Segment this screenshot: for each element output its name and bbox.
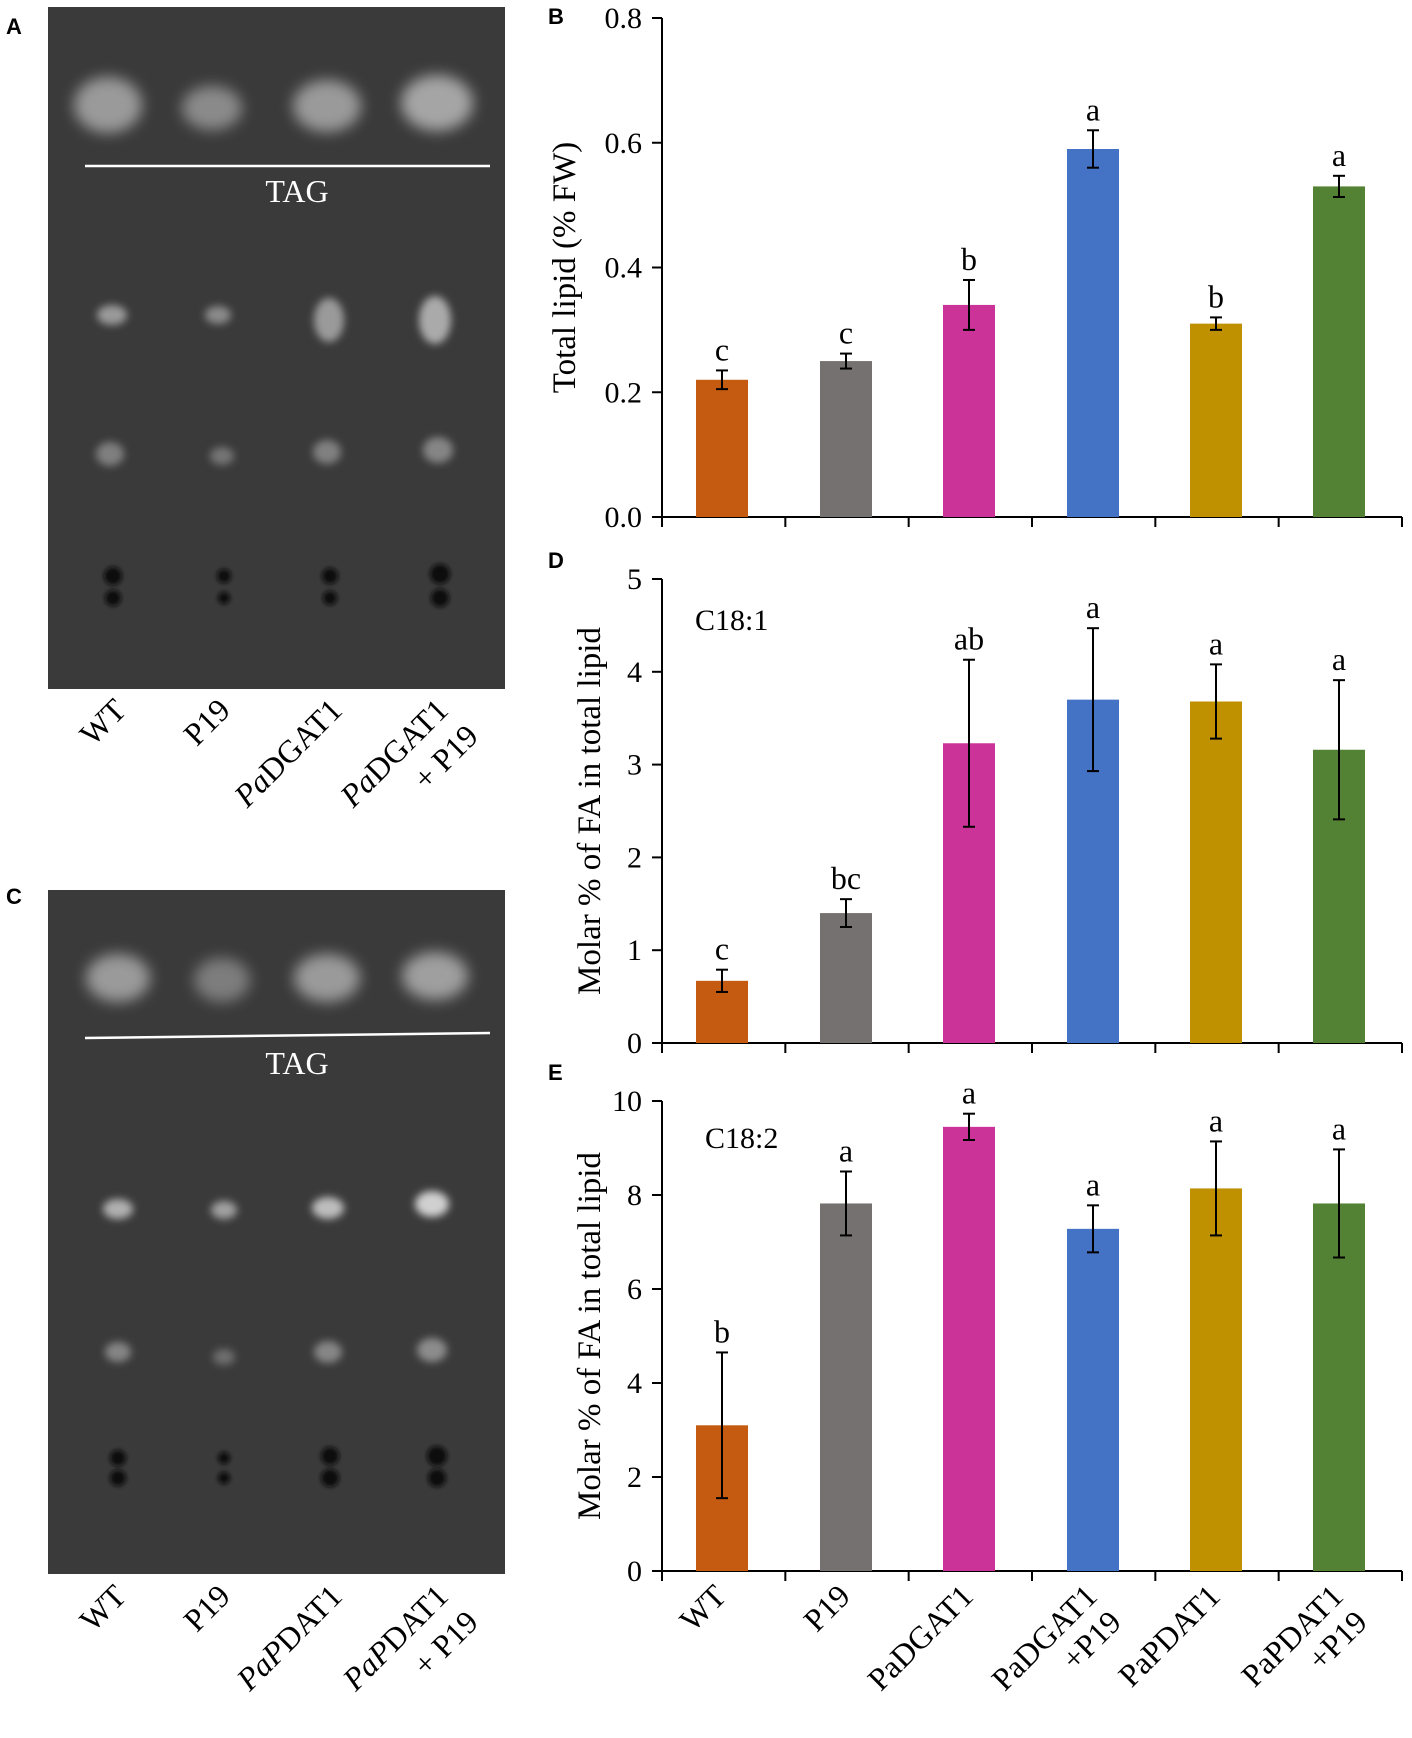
bar xyxy=(696,379,748,517)
bar xyxy=(820,361,872,517)
y-tick-label: 8 xyxy=(627,1179,642,1212)
bar xyxy=(1190,323,1242,517)
significance-label: a xyxy=(1209,1102,1223,1138)
y-tick-label: 1 xyxy=(627,934,642,967)
bar xyxy=(1067,148,1119,518)
tlc-tag-line xyxy=(84,1031,491,1040)
significance-label: a xyxy=(839,1133,853,1169)
significance-label: b xyxy=(714,1313,730,1349)
panel-letter-c: C xyxy=(6,884,22,909)
significance-label: a xyxy=(962,1075,976,1111)
y-tick-label: 0.8 xyxy=(605,2,643,35)
tlc-middle-spots xyxy=(103,1191,449,1365)
tlc-lane-label: PaPDAT1 xyxy=(229,1577,349,1697)
fatty-acid-label: C18:1 xyxy=(695,604,768,637)
y-tick-label: 5 xyxy=(627,563,642,596)
significance-label: a xyxy=(1209,625,1223,661)
significance-label: c xyxy=(839,315,853,351)
significance-label: a xyxy=(1086,589,1100,625)
tlc-tag-spots xyxy=(86,952,468,1002)
bar xyxy=(943,304,995,517)
bar xyxy=(820,1203,872,1571)
bar xyxy=(820,913,872,1043)
tlc-lane-label: WT xyxy=(72,1577,133,1638)
y-tick-label: 2 xyxy=(627,841,642,874)
tlc-lane-label: P19 xyxy=(176,691,237,752)
chart-c18-2: 0 2 4 6 8 10 Molar % of FA in total lipid C18:2… xyxy=(572,1075,1403,1588)
bar xyxy=(943,1126,995,1571)
tlc-origin-spots xyxy=(110,1446,447,1487)
bar xyxy=(1313,186,1365,517)
y-tick-label: 4 xyxy=(627,656,642,689)
tlc-a-lane-labels: WT P19 PaDGAT1 PaDGAT1 + P19 xyxy=(72,691,485,814)
tlc-plate-a: TAG xyxy=(48,7,505,689)
panel-letter-a: A xyxy=(6,14,22,39)
y-tick-label: 2 xyxy=(627,1461,642,1494)
y-tick-label: 0.0 xyxy=(605,501,643,534)
tlc-plate-c: TAG xyxy=(48,890,505,1574)
significance-label: bc xyxy=(831,860,861,896)
y-tick-label: 0 xyxy=(627,1027,642,1060)
tlc-c-lane-labels: WT P19 PaPDAT1 PaPDAT1 + P19 xyxy=(72,1577,485,1698)
bar xyxy=(1190,1188,1242,1571)
bar xyxy=(1190,701,1242,1043)
y-tick-label: 3 xyxy=(627,749,642,782)
significance-label: a xyxy=(1332,137,1346,173)
significance-label: c xyxy=(715,931,729,967)
bar xyxy=(1313,1203,1365,1571)
y-tick-label: 0.4 xyxy=(605,252,643,285)
chart-c18-1: 0 1 2 3 4 5 Molar % of FA in total lipid C18:1 c… xyxy=(572,563,1403,1060)
significance-label: a xyxy=(1332,641,1346,677)
category-label: P19 xyxy=(796,1577,857,1638)
tlc-origin-spots xyxy=(104,564,450,607)
y-tick-label: 6 xyxy=(627,1273,642,1306)
significance-label: a xyxy=(1332,1110,1346,1146)
panel-letter-b: B xyxy=(548,4,564,29)
y-tick-label: 10 xyxy=(612,1085,642,1118)
tlc-tag-spots xyxy=(74,75,473,133)
tlc-lane-label: WT xyxy=(72,691,133,752)
y-tick-label: 0 xyxy=(627,1555,642,1588)
bar xyxy=(1067,1228,1119,1571)
tlc-lane-label: PaDGAT1 xyxy=(226,691,349,814)
significance-label: a xyxy=(1086,91,1100,127)
significance-label: ab xyxy=(954,621,984,657)
y-tick-label: 0.6 xyxy=(605,127,643,160)
significance-label: a xyxy=(1086,1166,1100,1202)
category-label: WT xyxy=(672,1577,733,1638)
y-tick-label: 4 xyxy=(627,1367,642,1400)
y-axis-title: Molar % of FA in total lipid xyxy=(572,1152,608,1520)
category-label: PaPDAT1 xyxy=(1111,1577,1227,1693)
tlc-tag-label: TAG xyxy=(265,1045,328,1081)
panel-letter-e: E xyxy=(548,1060,563,1085)
category-label: PaDGAT1 xyxy=(860,1577,980,1697)
y-axis-title: Molar % of FA in total lipid xyxy=(572,627,608,995)
fatty-acid-label: C18:2 xyxy=(705,1122,778,1155)
tlc-middle-spots xyxy=(96,296,453,466)
y-axis-title: Total lipid (% FW) xyxy=(547,142,583,394)
y-tick-label: 0.2 xyxy=(605,376,643,409)
panel-letter-d: D xyxy=(548,548,564,573)
tlc-tag-label: TAG xyxy=(265,173,328,209)
chart-total-lipid: 0.0 0.2 0.4 0.6 0.8 Total lipid (% FW) c c b a b a xyxy=(547,2,1403,534)
significance-label: b xyxy=(961,241,977,277)
significance-label: b xyxy=(1208,278,1224,314)
tlc-lane-label: P19 xyxy=(176,1577,237,1638)
significance-label: c xyxy=(715,331,729,367)
